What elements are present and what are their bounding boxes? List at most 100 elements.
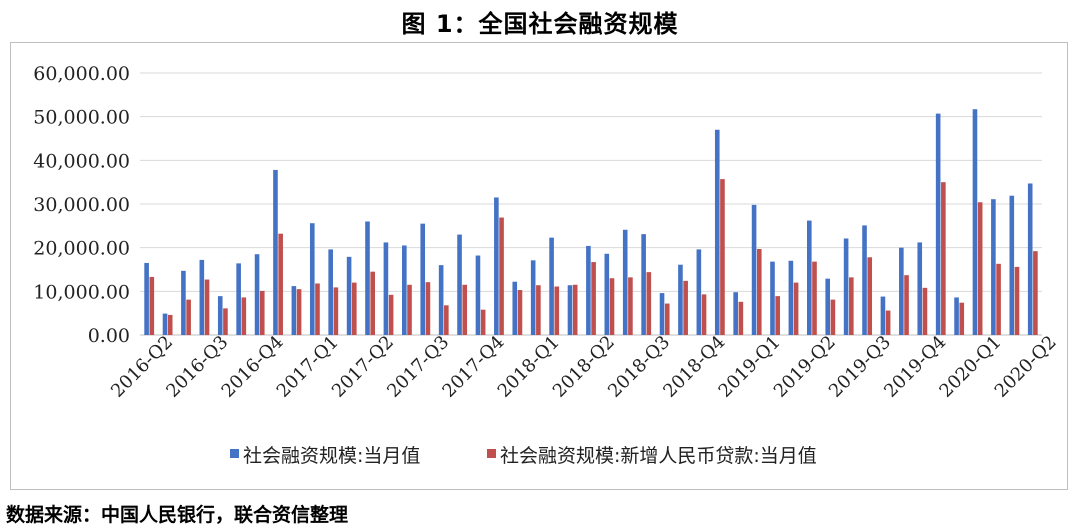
bar-new-rmb-loans: [1014, 266, 1020, 335]
bar-total-financing: [604, 253, 610, 335]
y-tick-label: 10,000.00: [33, 281, 130, 303]
bar-new-rmb-loans: [1033, 251, 1038, 335]
bar-new-rmb-loans: [885, 310, 891, 335]
bar-total-financing: [328, 249, 333, 335]
bar-new-rmb-loans: [664, 303, 670, 335]
bar-new-rmb-loans: [444, 305, 449, 335]
bar-total-financing: [954, 297, 959, 335]
bar-new-rmb-loans: [204, 279, 210, 335]
bar-total-financing: [162, 313, 168, 335]
bar-total-financing: [806, 220, 812, 335]
bar-new-rmb-loans: [609, 278, 615, 335]
bar-new-rmb-loans: [223, 308, 228, 335]
bar-new-rmb-loans: [167, 314, 173, 335]
legend-total-financing-label: 社会融资规模:当月值: [243, 445, 420, 467]
bar-new-rmb-loans: [259, 290, 265, 335]
bar-total-financing: [714, 129, 720, 335]
bar-new-rmb-loans: [572, 284, 578, 335]
bar-total-financing: [494, 197, 499, 335]
bar-new-rmb-loans: [830, 299, 836, 335]
bar-total-financing: [236, 263, 241, 335]
bar-total-financing: [935, 113, 941, 335]
bar-new-rmb-loans: [904, 275, 909, 335]
bar-total-financing: [383, 242, 389, 335]
bar-new-rmb-loans: [849, 277, 854, 335]
bar-new-rmb-loans: [812, 261, 817, 335]
bar-total-financing: [273, 169, 278, 335]
bar-new-rmb-loans: [333, 287, 339, 335]
bar-new-rmb-loans: [296, 289, 302, 335]
bar-total-financing: [346, 256, 352, 335]
bar-total-financing: [972, 109, 978, 335]
bar-new-rmb-loans: [738, 301, 744, 335]
y-tick-label: 30,000.00: [33, 194, 130, 216]
bar-total-financing: [825, 278, 831, 335]
bar-new-rmb-loans: [720, 179, 725, 335]
bar-new-rmb-loans: [756, 248, 762, 335]
bar-new-rmb-loans: [278, 233, 283, 335]
bar-total-financing: [899, 247, 904, 335]
bar-new-rmb-loans: [480, 309, 486, 335]
bar-total-financing: [291, 286, 297, 335]
y-tick-label: 40,000.00: [33, 150, 130, 172]
bar-new-rmb-loans: [959, 302, 965, 335]
bar-new-rmb-loans: [407, 284, 412, 335]
bar-total-financing: [475, 255, 481, 335]
chart-title: 图 1：全国社会融资规模: [401, 10, 679, 38]
bar-total-financing: [586, 245, 591, 335]
bar-total-financing: [751, 204, 757, 335]
bar-total-financing: [678, 264, 683, 335]
chart-frame: [10, 42, 1068, 490]
bar-total-financing: [862, 225, 867, 335]
bar-total-financing: [144, 262, 149, 335]
bar-new-rmb-loans: [775, 296, 780, 335]
bar-new-rmb-loans: [315, 283, 320, 335]
legend-new-rmb-loans-label: 社会融资规模:新增人民币贷款:当月值: [500, 445, 817, 467]
bar-total-financing: [512, 281, 518, 335]
bar-new-rmb-loans: [701, 294, 707, 335]
bar-new-rmb-loans: [591, 262, 596, 335]
bar-total-financing: [254, 254, 260, 335]
y-tick-label: 20,000.00: [33, 238, 130, 260]
data-source-note: 数据来源：中国人民银行，联合资信整理: [6, 504, 349, 526]
bar-total-financing: [420, 223, 426, 335]
legend-new-rmb-loans-swatch: [487, 449, 496, 458]
bar-total-financing: [917, 242, 923, 335]
bar-new-rmb-loans: [977, 202, 983, 335]
bar-new-rmb-loans: [241, 297, 247, 335]
bar-new-rmb-loans: [425, 282, 431, 335]
bar-total-financing: [880, 296, 886, 335]
bar-chart: 0.00 10,000.00 20,000.00 30,000.00 40,000.00…: [33, 63, 1060, 467]
bar-total-financing: [365, 221, 370, 335]
bar-total-financing: [199, 259, 205, 335]
bar-new-rmb-loans: [628, 277, 633, 335]
bar-total-financing: [309, 223, 315, 335]
bar-total-financing: [1009, 195, 1015, 335]
bar-total-financing: [843, 238, 849, 335]
bar-total-financing: [1027, 183, 1033, 335]
legend-total-financing-swatch: [230, 449, 239, 458]
bar-total-financing: [567, 285, 573, 335]
bar-total-financing: [641, 234, 646, 335]
bar-new-rmb-loans: [462, 284, 468, 335]
bar-new-rmb-loans: [517, 290, 523, 335]
bar-new-rmb-loans: [499, 217, 504, 335]
bar-total-financing: [217, 296, 223, 335]
y-tick-label: 50,000.00: [33, 107, 130, 129]
bar-total-financing: [530, 260, 536, 335]
y-tick-label: 60,000.00: [33, 63, 130, 85]
bar-new-rmb-loans: [388, 294, 394, 335]
bar-new-rmb-loans: [646, 272, 652, 335]
y-tick-label: 0.00: [88, 325, 130, 347]
bar-new-rmb-loans: [922, 287, 928, 335]
bar-new-rmb-loans: [186, 299, 191, 335]
bar-total-financing: [438, 265, 444, 335]
bar-total-financing: [457, 234, 462, 335]
bar-total-financing: [549, 237, 554, 335]
bar-total-financing: [622, 229, 628, 335]
bar-total-financing: [696, 249, 702, 335]
bar-new-rmb-loans: [370, 271, 376, 335]
bar-total-financing: [770, 261, 775, 335]
bar-total-financing: [788, 260, 794, 335]
bar-new-rmb-loans: [867, 257, 873, 335]
